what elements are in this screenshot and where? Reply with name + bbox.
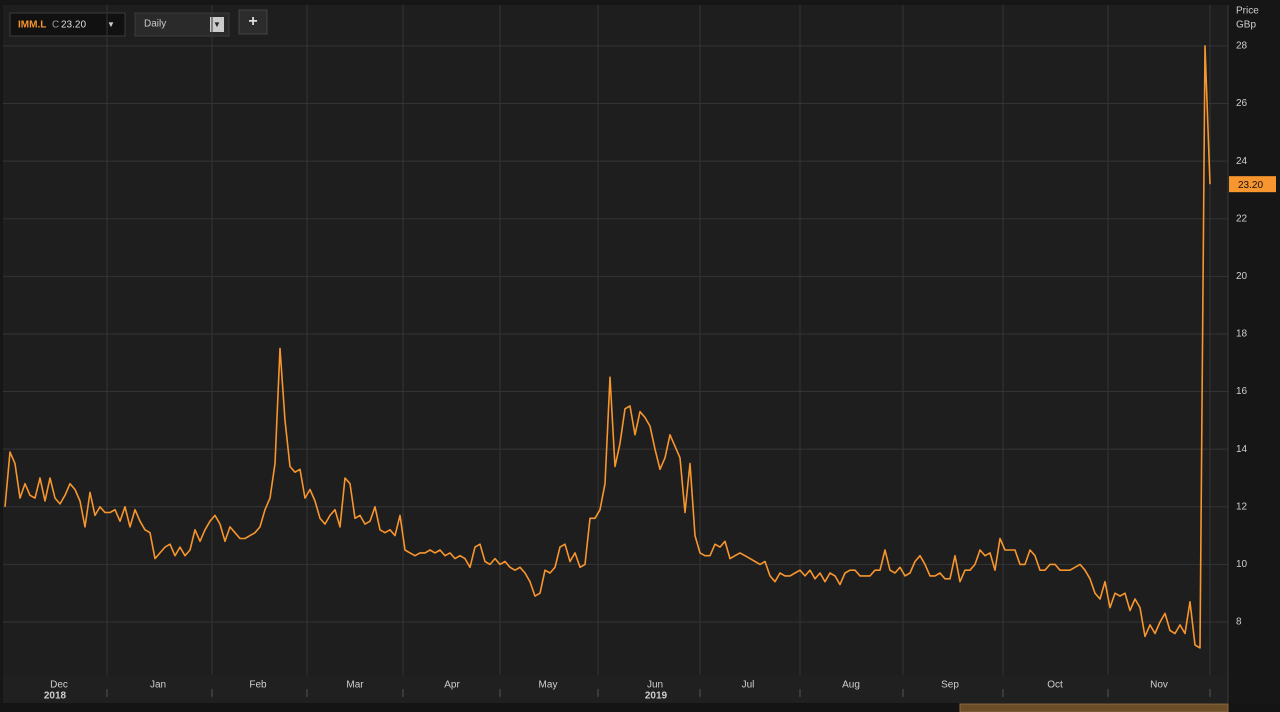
x-tick-label: Oct xyxy=(1047,680,1063,691)
year-label: 2018 xyxy=(44,691,67,702)
add-button[interactable] xyxy=(238,9,268,35)
x-tick-label: Sep xyxy=(941,680,959,691)
plot-area xyxy=(3,5,1228,675)
symbol-box[interactable] xyxy=(9,12,126,37)
y-tick-label: 22 xyxy=(1236,213,1248,224)
y-tick-label: 14 xyxy=(1236,444,1248,455)
symbol: IMM.L xyxy=(18,20,46,31)
x-tick-label: Jan xyxy=(150,680,166,691)
y-tick-label: 28 xyxy=(1236,41,1248,52)
x-tick-label: Dec xyxy=(50,680,68,691)
x-tick-label: Jun xyxy=(647,680,663,691)
last-price-box xyxy=(1229,176,1276,193)
x-tick-label: Feb xyxy=(249,680,267,691)
y-tick-label: 12 xyxy=(1236,501,1248,512)
price-line xyxy=(4,45,1211,649)
interval: Daily xyxy=(144,19,166,30)
x-tick-label: Jul xyxy=(742,680,755,691)
navigator-handle[interactable] xyxy=(959,703,1229,712)
y-axis-title: GBp xyxy=(1236,20,1256,31)
close-value: 23.20 xyxy=(61,20,86,31)
x-tick-label: Apr xyxy=(444,680,460,691)
year-label: 2019 xyxy=(645,691,668,702)
close-prefix: C xyxy=(52,20,59,31)
y-axis-title: Price xyxy=(1236,6,1259,17)
y-tick-label: 26 xyxy=(1236,98,1248,109)
interval-box[interactable] xyxy=(134,12,230,37)
add-icon: + xyxy=(248,13,257,30)
x-tick-label: Mar xyxy=(346,680,364,691)
y-tick-label: 20 xyxy=(1236,271,1248,282)
y-tick-label: 16 xyxy=(1236,386,1248,397)
y-tick-label: 10 xyxy=(1236,559,1248,570)
y-tick-label: 24 xyxy=(1236,156,1248,167)
last-price-label: 23.20 xyxy=(1238,180,1263,191)
x-axis-area xyxy=(3,675,1228,703)
x-tick-label: Nov xyxy=(1150,680,1168,691)
dropdown-arrow[interactable]: ▼ xyxy=(107,20,115,29)
x-tick-label: Aug xyxy=(842,680,860,691)
navigator xyxy=(0,703,1280,712)
y-tick-label: 18 xyxy=(1236,329,1248,340)
y-tick-label: 8 xyxy=(1236,617,1242,628)
x-tick-label: May xyxy=(539,680,558,691)
dropdown-arrow: ▼ xyxy=(213,20,221,29)
dropdown-button[interactable] xyxy=(210,17,224,32)
